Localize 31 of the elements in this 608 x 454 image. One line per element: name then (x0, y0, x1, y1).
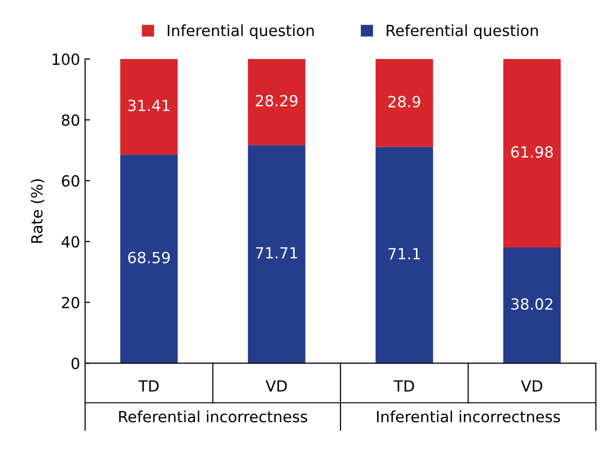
bar (376, 59, 434, 147)
data-label: 71.1 (388, 248, 420, 260)
bar (376, 146, 434, 364)
bar (503, 248, 561, 364)
y-tick-label: 80 (62, 114, 80, 126)
y-tick-label: 60 (62, 175, 80, 187)
data-label: 68.59 (128, 252, 170, 264)
data-label: 71.71 (256, 247, 298, 258)
bar (248, 145, 306, 364)
y-tick-label: 0 (72, 358, 80, 370)
bar (503, 59, 561, 248)
data-label: 28.9 (388, 96, 420, 108)
text: Inferential incorrectness (377, 410, 560, 422)
data-label: 38.02 (511, 298, 552, 310)
legend-label: Inferential question (168, 24, 314, 40)
y-tick-label: 40 (62, 236, 80, 248)
x-tick-label: VD (521, 380, 542, 392)
bar (248, 59, 306, 146)
legend-label: Referential question (386, 24, 538, 40)
x-tick-label: TD (394, 380, 414, 392)
y-tick-label: 20 (62, 296, 80, 308)
x-tick-label: VD (266, 380, 287, 392)
data-label: 31.41 (128, 100, 170, 112)
x-tick-label: TD (138, 380, 159, 392)
data-label: 28.29 (256, 94, 298, 106)
text: Referential incorrectness (119, 410, 308, 422)
bar (120, 59, 178, 155)
bar (120, 154, 178, 364)
y-tick-label: 100 (52, 53, 80, 66)
data-label: 61.98 (511, 146, 553, 158)
y-axis-title: Rate (%) (30, 179, 44, 243)
